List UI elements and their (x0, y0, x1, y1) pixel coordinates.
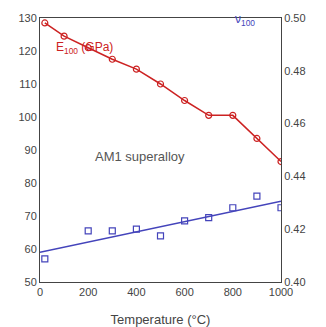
svg-text:80: 80 (25, 177, 37, 189)
svg-text:0.50: 0.50 (284, 12, 305, 24)
svg-text:50: 50 (25, 276, 37, 288)
svg-text:60: 60 (25, 243, 37, 255)
svg-text:0: 0 (37, 286, 43, 298)
svg-text:130: 130 (18, 12, 36, 24)
svg-text:800: 800 (224, 286, 242, 298)
svg-text:1000: 1000 (269, 286, 293, 298)
svg-text:0.42: 0.42 (284, 223, 305, 235)
svg-text:ν​100​: ν​100​ (235, 12, 255, 28)
svg-text:0.40: 0.40 (284, 276, 305, 288)
svg-text:E​100​ (GPa): E​100​ (GPa) (56, 40, 113, 56)
svg-text:0.44: 0.44 (284, 170, 305, 182)
svg-text:120: 120 (18, 45, 36, 57)
svg-text:0.46: 0.46 (284, 117, 305, 129)
svg-text:400: 400 (127, 286, 145, 298)
svg-text:600: 600 (175, 286, 193, 298)
svg-text:90: 90 (25, 144, 37, 156)
svg-text:Temperature (°C): Temperature (°C) (111, 312, 211, 327)
svg-text:100: 100 (18, 111, 36, 123)
svg-text:AM1 superalloy: AM1 superalloy (95, 149, 185, 164)
svg-text:110: 110 (19, 78, 37, 90)
svg-text:0.48: 0.48 (284, 65, 305, 77)
svg-text:70: 70 (25, 210, 37, 222)
svg-text:200: 200 (79, 286, 97, 298)
